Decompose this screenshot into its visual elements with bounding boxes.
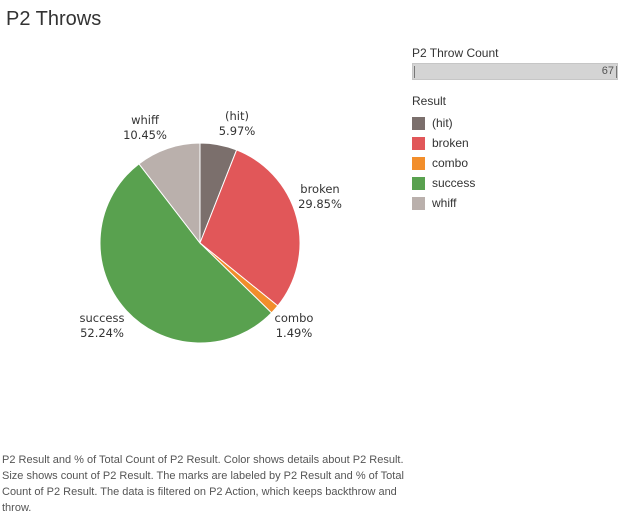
slice-name-label: broken bbox=[300, 182, 339, 196]
slice-name-label: combo bbox=[275, 311, 314, 325]
slider-handle-left[interactable] bbox=[414, 66, 415, 78]
slice-name-label: success bbox=[80, 311, 125, 325]
legend-item[interactable]: success bbox=[412, 173, 475, 193]
count-filter-slider[interactable]: 67 bbox=[412, 63, 618, 80]
legend-item[interactable]: broken bbox=[412, 133, 475, 153]
slice-name-label: (hit) bbox=[225, 109, 249, 123]
legend-swatch bbox=[412, 176, 425, 190]
count-filter-value: 67 bbox=[601, 65, 614, 77]
legend-label: success bbox=[432, 176, 476, 190]
legend-swatch bbox=[412, 196, 425, 210]
count-filter-fill bbox=[413, 64, 617, 79]
pie-slice-whiff[interactable] bbox=[138, 142, 201, 245]
count-filter-title: P2 Throw Count bbox=[412, 46, 499, 60]
pie-slice-success[interactable] bbox=[99, 163, 273, 344]
slice-name-label: whiff bbox=[131, 113, 160, 127]
legend-item[interactable]: (hit) bbox=[412, 113, 475, 133]
chart-caption: P2 Result and % of Total Count of P2 Res… bbox=[2, 454, 404, 514]
legend-label: whiff bbox=[432, 196, 457, 210]
slice-percent-label: 5.97% bbox=[219, 124, 256, 138]
legend-title: Result bbox=[412, 94, 447, 108]
legend-label: combo bbox=[432, 156, 469, 170]
legend-label: broken bbox=[432, 136, 469, 150]
count-filter[interactable]: P2 Throw Count 67 bbox=[412, 46, 618, 80]
legend-item[interactable]: whiff bbox=[412, 193, 475, 213]
legend-swatch bbox=[412, 116, 425, 130]
legend-swatch bbox=[412, 136, 425, 150]
pie-slice-broken[interactable] bbox=[199, 149, 301, 307]
legend-swatch bbox=[412, 156, 425, 170]
slider-handle-right[interactable] bbox=[616, 66, 617, 78]
slice-percent-label: 29.85% bbox=[298, 197, 342, 211]
legend-label: (hit) bbox=[432, 116, 453, 130]
legend: Result (hit) broken combo success whiff bbox=[412, 94, 475, 213]
slice-percent-label: 52.24% bbox=[80, 326, 124, 340]
legend-item[interactable]: combo bbox=[412, 153, 475, 173]
slice-percent-label: 10.45% bbox=[123, 128, 167, 142]
page-title: P2 Throws bbox=[6, 8, 102, 30]
slice-percent-label: 1.49% bbox=[276, 326, 313, 340]
